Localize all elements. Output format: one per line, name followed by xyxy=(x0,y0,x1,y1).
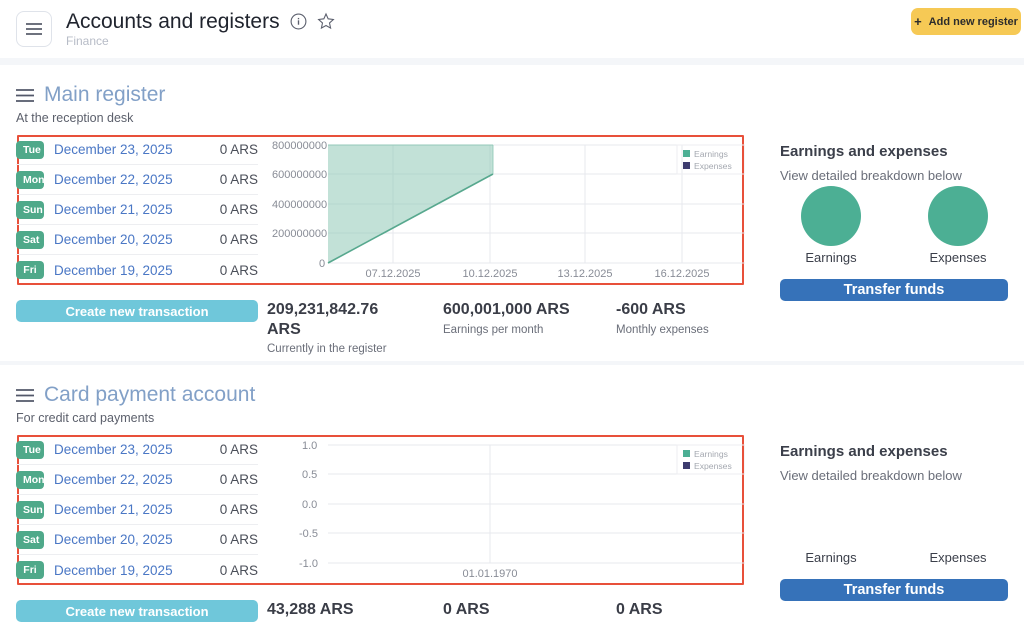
svg-text:Expenses: Expenses xyxy=(694,461,732,471)
svg-text:800000000: 800000000 xyxy=(272,140,327,152)
svg-text:400000000: 400000000 xyxy=(272,199,327,211)
svg-text:200000000: 200000000 xyxy=(272,228,327,240)
svg-text:01.01.1970: 01.01.1970 xyxy=(462,568,517,580)
svg-text:Earnings: Earnings xyxy=(694,449,728,459)
svg-text:Expenses: Expenses xyxy=(694,161,732,171)
svg-text:0.0: 0.0 xyxy=(302,499,317,511)
svg-text:16.12.2025: 16.12.2025 xyxy=(654,268,709,280)
svg-text:-1.0: -1.0 xyxy=(299,558,318,570)
svg-text:Earnings: Earnings xyxy=(694,149,728,159)
svg-text:600000000: 600000000 xyxy=(272,169,327,181)
svg-text:0.5: 0.5 xyxy=(302,469,317,481)
svg-text:0: 0 xyxy=(319,258,325,270)
svg-text:-0.5: -0.5 xyxy=(299,528,318,540)
svg-text:13.12.2025: 13.12.2025 xyxy=(557,268,612,280)
svg-text:10.12.2025: 10.12.2025 xyxy=(462,268,517,280)
svg-text:1.0: 1.0 xyxy=(302,440,317,452)
svg-text:07.12.2025: 07.12.2025 xyxy=(365,268,420,280)
